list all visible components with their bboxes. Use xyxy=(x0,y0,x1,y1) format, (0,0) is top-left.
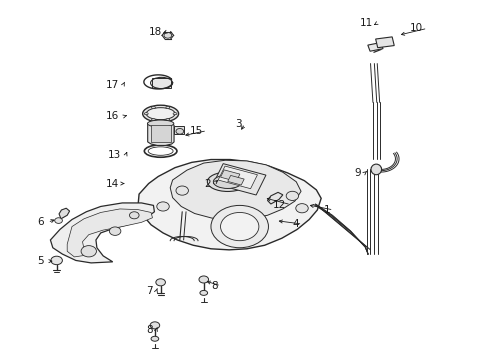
Polygon shape xyxy=(267,192,282,204)
Ellipse shape xyxy=(173,113,177,115)
Circle shape xyxy=(156,279,165,286)
Text: 16: 16 xyxy=(105,112,119,121)
Circle shape xyxy=(220,212,258,241)
Circle shape xyxy=(129,212,139,219)
Polygon shape xyxy=(170,160,301,220)
Polygon shape xyxy=(59,208,69,219)
Bar xyxy=(213,164,265,195)
Polygon shape xyxy=(67,209,152,257)
Ellipse shape xyxy=(370,164,381,175)
Ellipse shape xyxy=(200,291,207,295)
Ellipse shape xyxy=(151,119,155,121)
Text: 14: 14 xyxy=(105,179,119,189)
Text: 5: 5 xyxy=(38,256,44,266)
Ellipse shape xyxy=(142,105,178,122)
Ellipse shape xyxy=(151,107,155,109)
Text: 18: 18 xyxy=(148,27,162,37)
Circle shape xyxy=(55,218,62,224)
Polygon shape xyxy=(138,159,321,250)
Text: 10: 10 xyxy=(409,23,422,33)
Bar xyxy=(174,126,183,134)
Circle shape xyxy=(176,186,188,195)
Text: 17: 17 xyxy=(105,80,119,90)
Circle shape xyxy=(150,322,160,329)
Circle shape xyxy=(285,191,298,201)
Bar xyxy=(151,125,171,142)
Text: 15: 15 xyxy=(189,126,202,136)
Circle shape xyxy=(81,246,96,257)
Circle shape xyxy=(163,32,171,38)
Ellipse shape xyxy=(146,108,175,120)
Text: 12: 12 xyxy=(273,200,286,210)
Ellipse shape xyxy=(213,175,242,189)
Bar xyxy=(220,170,240,181)
Text: 9: 9 xyxy=(354,168,361,178)
Text: 2: 2 xyxy=(203,179,210,189)
Ellipse shape xyxy=(165,119,169,121)
Polygon shape xyxy=(50,203,154,263)
Text: 8: 8 xyxy=(146,325,153,335)
Circle shape xyxy=(109,227,121,235)
Bar xyxy=(375,37,393,48)
Text: 8: 8 xyxy=(210,281,217,291)
Bar xyxy=(227,175,244,185)
Text: 11: 11 xyxy=(359,18,372,28)
Text: 6: 6 xyxy=(38,217,44,227)
Text: 4: 4 xyxy=(292,219,299,229)
Bar xyxy=(152,78,170,88)
Text: 7: 7 xyxy=(146,286,153,296)
Ellipse shape xyxy=(165,107,169,109)
Ellipse shape xyxy=(147,120,173,127)
Text: 3: 3 xyxy=(234,118,241,129)
Bar xyxy=(367,42,382,51)
Bar xyxy=(218,166,257,189)
Circle shape xyxy=(210,206,268,248)
Circle shape xyxy=(176,129,183,134)
Ellipse shape xyxy=(151,336,159,341)
Text: 13: 13 xyxy=(108,150,121,160)
Polygon shape xyxy=(147,120,174,145)
Circle shape xyxy=(51,256,62,265)
Ellipse shape xyxy=(144,113,148,115)
Circle shape xyxy=(199,276,208,283)
Ellipse shape xyxy=(207,172,247,192)
Text: 1: 1 xyxy=(323,205,329,215)
Circle shape xyxy=(295,204,307,213)
Circle shape xyxy=(157,202,169,211)
